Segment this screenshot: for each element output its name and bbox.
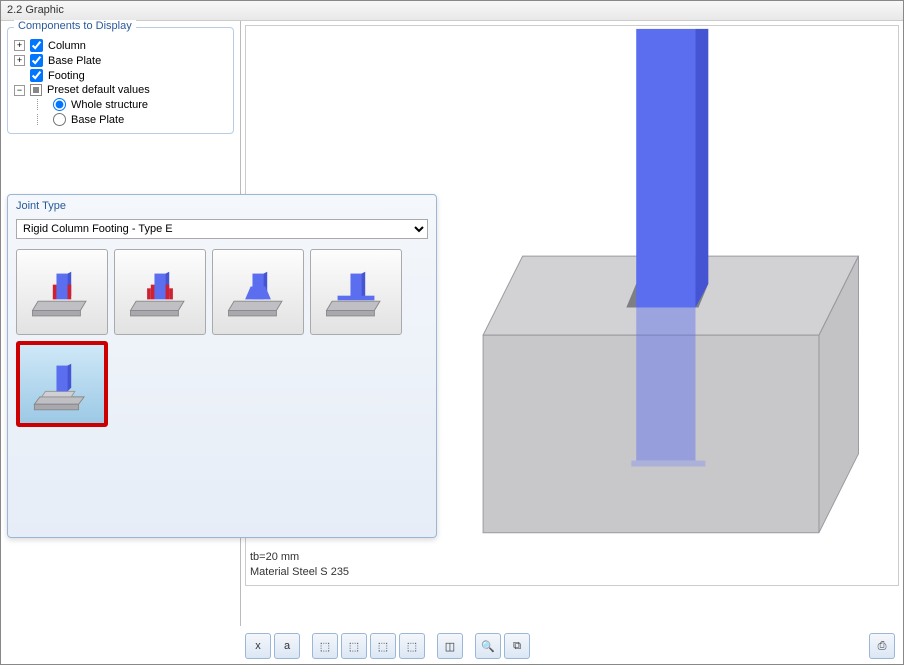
toolbar-x-axis-button[interactable]: x xyxy=(245,633,271,659)
tree-label: Base Plate xyxy=(48,55,101,67)
window-title: 2.2 Graphic xyxy=(7,4,64,16)
tree-label: Preset default values xyxy=(47,84,150,96)
toolbar-copy-button[interactable]: ⧉ xyxy=(504,633,530,659)
joint-type-select-row: Rigid Column Footing - Type E xyxy=(16,219,428,239)
status-line-1: tb=20 mm xyxy=(250,550,349,564)
tree-checkbox-partial[interactable] xyxy=(30,84,42,96)
tree-checkbox[interactable] xyxy=(30,69,43,82)
toolbar-view1-button[interactable]: ⬚ xyxy=(312,633,338,659)
toolbar-iso-button[interactable]: ◫ xyxy=(437,633,463,659)
toolbar-view3-button[interactable]: ⬚ xyxy=(370,633,396,659)
toolbar-view2-button[interactable]: ⬚ xyxy=(341,633,367,659)
joint-thumb-type-d[interactable] xyxy=(310,249,402,335)
tree-label: Whole structure xyxy=(71,99,148,111)
joint-thumb-type-a[interactable] xyxy=(16,249,108,335)
joint-thumb-type-b[interactable] xyxy=(114,249,206,335)
tree-radio[interactable] xyxy=(53,98,66,111)
bottom-toolbar: xa⬚⬚⬚⬚◫🔍⧉⎙ xyxy=(243,631,897,661)
title-bar: 2.2 Graphic xyxy=(1,1,903,21)
expander-icon[interactable]: + xyxy=(14,55,25,66)
column-top xyxy=(636,29,708,308)
tree-item-column[interactable]: + Column xyxy=(14,38,227,53)
expander-icon[interactable] xyxy=(14,70,25,81)
tree-sub-item-base-plate[interactable]: Base Plate xyxy=(32,112,227,127)
tree-label: Base Plate xyxy=(71,114,124,126)
joint-thumb-type-e[interactable] xyxy=(16,341,108,427)
expander-icon[interactable]: + xyxy=(14,40,25,51)
toolbar-print-button[interactable]: ⎙ xyxy=(869,633,895,659)
joint-type-panel: Joint Type Rigid Column Footing - Type E xyxy=(7,194,437,538)
tree-connector-icon xyxy=(37,99,48,110)
tree-label: Footing xyxy=(48,70,85,82)
joint-type-select[interactable]: Rigid Column Footing - Type E xyxy=(16,219,428,239)
status-text: tb=20 mm Material Steel S 235 xyxy=(250,550,349,579)
tree-item-base-plate[interactable]: + Base Plate xyxy=(14,53,227,68)
status-line-2: Material Steel S 235 xyxy=(250,565,349,579)
tree-label: Column xyxy=(48,40,86,52)
joint-type-title: Joint Type xyxy=(8,195,436,215)
tree-radio[interactable] xyxy=(53,113,66,126)
expander-icon[interactable]: − xyxy=(14,85,25,96)
components-legend: Components to Display xyxy=(14,20,136,32)
tree-connector-icon xyxy=(37,114,48,125)
tree-item-preset-default-values[interactable]: − Preset default values xyxy=(14,83,227,97)
toolbar-a-axis-button[interactable]: a xyxy=(274,633,300,659)
components-tree: + Column + Base Plate Footing − Preset default… xyxy=(14,38,227,127)
tree-checkbox[interactable] xyxy=(30,39,43,52)
toolbar-zoom-button[interactable]: 🔍 xyxy=(475,633,501,659)
toolbar-view4-button[interactable]: ⬚ xyxy=(399,633,425,659)
joint-thumb-grid xyxy=(16,249,428,427)
components-fieldset: Components to Display +Column+Base Plate… xyxy=(7,27,234,134)
tree-item-footing[interactable]: Footing xyxy=(14,68,227,83)
tree-sub-item-whole-structure[interactable]: Whole structure xyxy=(32,97,227,112)
joint-thumb-type-c[interactable] xyxy=(212,249,304,335)
tree-checkbox[interactable] xyxy=(30,54,43,67)
